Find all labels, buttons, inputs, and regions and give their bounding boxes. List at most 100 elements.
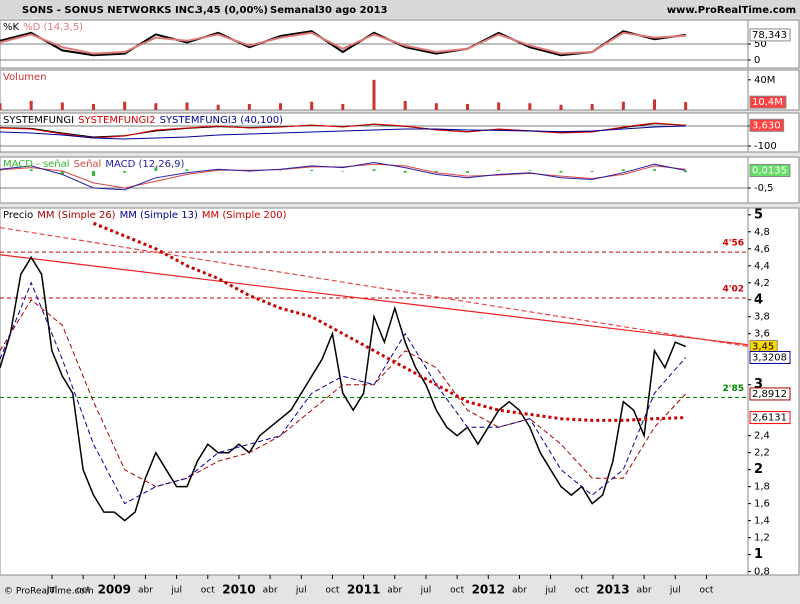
value-marker	[749, 95, 787, 109]
header-bar	[0, 0, 800, 18]
x-tick-label: jul	[170, 586, 182, 596]
bar	[434, 170, 438, 173]
series-line	[0, 299, 687, 488]
value-marker-label: 3,45	[752, 341, 774, 352]
y-tick-label: 1,4	[754, 516, 770, 527]
series-line	[92, 221, 686, 422]
bar	[528, 103, 532, 110]
bar	[559, 170, 563, 173]
bar	[29, 169, 33, 171]
bar	[341, 103, 345, 110]
x-tick-label: jul	[544, 586, 556, 596]
y-tick-label: 1	[754, 547, 763, 562]
bar	[247, 103, 251, 110]
bar	[434, 103, 438, 110]
symbol: SONS - SONUS NETWORKS INC.	[22, 5, 198, 16]
level-label: 4'56	[722, 239, 744, 249]
series-line	[0, 30, 686, 57]
x-tick-label: oct	[325, 586, 339, 596]
x-tick-label: abr	[263, 586, 278, 596]
bar	[279, 170, 282, 172]
y-tick-label: 40M	[754, 75, 775, 86]
y-tick-label: 3	[754, 377, 763, 392]
legend-entry: SYSTEMFUNGI3 (40,100)	[160, 115, 284, 126]
value-marker	[749, 411, 791, 425]
series-line	[0, 281, 687, 505]
y-tick-label: 5	[754, 207, 763, 222]
value-marker-label: 3,630	[752, 120, 781, 131]
panel	[0, 207, 749, 576]
bar	[341, 170, 345, 172]
bar	[310, 101, 314, 110]
footer: © ProRealTime.com	[4, 587, 94, 597]
value-marker-label: 2,6131	[752, 413, 787, 424]
series-line	[0, 122, 686, 139]
bar	[466, 103, 469, 110]
bar	[185, 102, 189, 110]
value-marker-label: 10,4M	[752, 97, 783, 108]
y-tick-label: 4,8	[754, 227, 770, 238]
level-label: 2'85	[722, 384, 744, 394]
bar	[621, 101, 625, 110]
bar	[154, 167, 158, 171]
x-tick-label: jul	[295, 586, 307, 596]
legend-entry: Volumen	[3, 72, 47, 83]
series-line	[0, 161, 686, 191]
bar	[653, 99, 656, 110]
legend-entry: %D (14,3,5)	[23, 22, 83, 33]
bar	[29, 100, 33, 110]
value-marker-label: 78,343	[752, 30, 787, 41]
bar	[92, 170, 95, 177]
x-tick-label: 2011	[347, 583, 380, 597]
y-tick-label: 4,6	[754, 244, 770, 255]
bar	[621, 169, 625, 171]
x-tick-label: abr	[387, 586, 402, 596]
value-marker	[749, 164, 791, 178]
x-tick-label: abr	[138, 586, 153, 596]
bar	[684, 102, 688, 110]
legend-entry: SYSTEMFUNGI2	[78, 115, 155, 126]
value-marker-label: 3,3208	[752, 352, 787, 363]
series-line	[0, 255, 686, 522]
x-tick-label: oct	[201, 586, 215, 596]
price: 3,45 (0,00%)	[196, 5, 268, 16]
y-tick-label: 2,4	[754, 431, 770, 442]
bar	[310, 169, 314, 171]
y-tick-label: 4	[754, 292, 763, 307]
bar	[60, 170, 64, 175]
bar	[684, 170, 688, 173]
y-tick-label: 1,8	[754, 482, 770, 493]
y-tick-label: -0,5	[754, 183, 774, 194]
bar	[403, 100, 407, 110]
bar	[0, 170, 2, 171]
y-tick-label: 50	[754, 39, 767, 50]
x-tick-label: jul	[420, 586, 432, 596]
trendline	[0, 226, 749, 348]
bar	[123, 170, 127, 173]
bar	[92, 103, 95, 110]
legend-entry: Señal	[74, 159, 102, 170]
value-marker	[749, 387, 791, 401]
bar	[497, 170, 501, 171]
legend-entry: MACD - señal	[3, 159, 70, 170]
x-tick-label: abr	[512, 586, 527, 596]
bar	[559, 104, 563, 110]
period: Semanal	[270, 5, 318, 16]
bar	[372, 79, 376, 110]
x-tick-label: 2010	[222, 583, 255, 597]
bar	[60, 102, 64, 110]
panel	[0, 112, 749, 153]
trendline	[0, 254, 749, 346]
bar	[0, 103, 2, 110]
x-tick-label: 2013	[596, 583, 629, 597]
legend-entry: SYSTEMFUNGI	[3, 115, 74, 126]
bar	[590, 103, 594, 110]
y-tick-label: 1,2	[754, 533, 770, 544]
y-tick-label: 2,2	[754, 448, 770, 459]
bar	[123, 101, 127, 110]
legend-entry: %K	[3, 22, 20, 33]
x-tick-label: 2009	[98, 583, 131, 597]
x-tick-label: abr	[637, 586, 652, 596]
x-tick-label: jul	[669, 586, 681, 596]
